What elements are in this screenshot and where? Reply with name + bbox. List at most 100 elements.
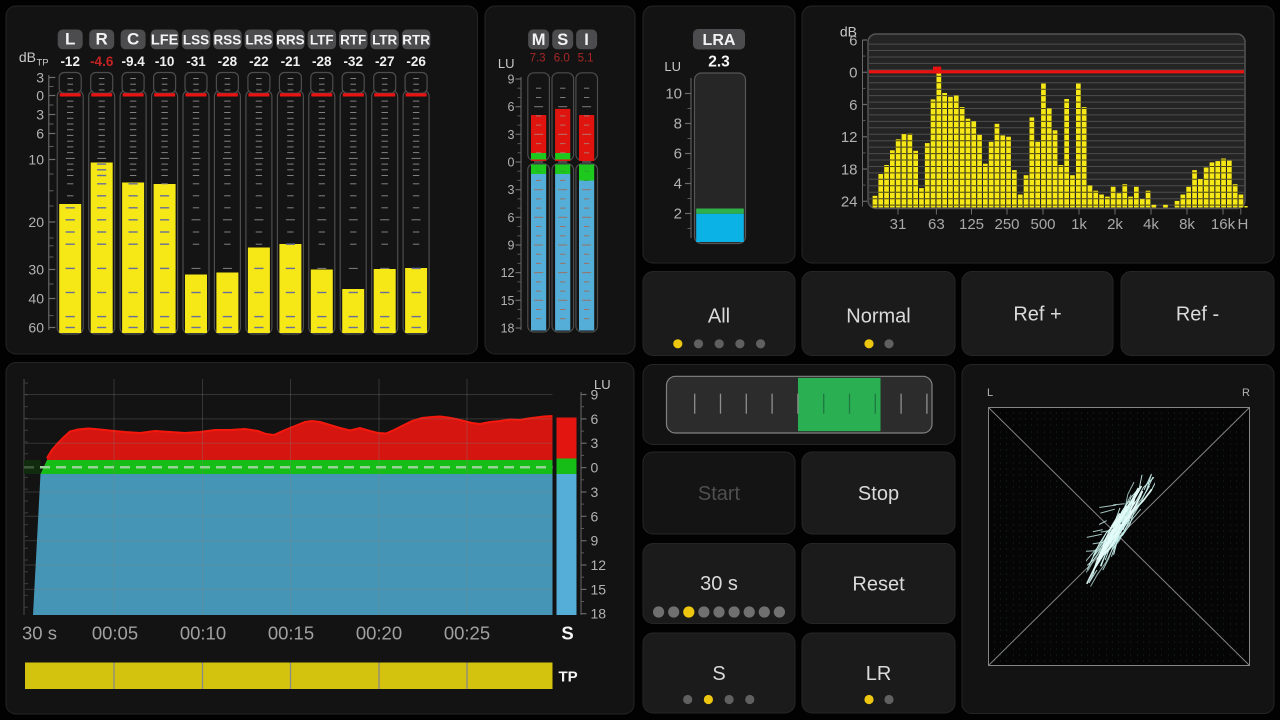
svg-text:dB: dB xyxy=(19,49,36,65)
svg-text:6: 6 xyxy=(508,211,515,225)
svg-text:4k: 4k xyxy=(1143,216,1159,233)
svg-text:40: 40 xyxy=(28,291,44,307)
svg-text:LTF: LTF xyxy=(310,33,334,48)
svg-text:-26: -26 xyxy=(406,54,426,69)
svg-text:L: L xyxy=(65,30,75,49)
svg-text:1k: 1k xyxy=(1071,216,1087,233)
svg-text:8k: 8k xyxy=(1179,216,1195,233)
svg-text:Normal: Normal xyxy=(846,306,910,328)
svg-text:M: M xyxy=(532,31,546,49)
svg-text:L: L xyxy=(987,387,993,399)
svg-text:LSS: LSS xyxy=(183,33,209,48)
svg-text:RRS: RRS xyxy=(276,33,305,48)
svg-text:18: 18 xyxy=(591,606,607,622)
svg-text:30 s: 30 s xyxy=(22,623,57,644)
svg-text:-22: -22 xyxy=(249,54,269,69)
svg-text:0: 0 xyxy=(36,88,44,104)
svg-text:3: 3 xyxy=(508,183,515,197)
svg-text:6.0: 6.0 xyxy=(554,53,570,65)
svg-text:6: 6 xyxy=(849,97,857,114)
svg-text:All: All xyxy=(708,306,730,328)
svg-text:-28: -28 xyxy=(218,54,238,69)
svg-text:3: 3 xyxy=(591,435,599,451)
svg-text:63: 63 xyxy=(928,216,945,233)
svg-text:LU: LU xyxy=(594,377,611,392)
svg-text:0: 0 xyxy=(508,156,515,170)
svg-text:-9.4: -9.4 xyxy=(121,54,145,69)
svg-text:0: 0 xyxy=(591,460,599,476)
svg-text:16k: 16k xyxy=(1211,216,1236,233)
svg-text:6: 6 xyxy=(674,146,682,163)
svg-text:RTF: RTF xyxy=(340,33,366,48)
svg-text:LU: LU xyxy=(664,59,681,74)
svg-text:250: 250 xyxy=(994,216,1019,233)
svg-text:20: 20 xyxy=(28,214,44,230)
svg-text:500: 500 xyxy=(1030,216,1055,233)
svg-text:6: 6 xyxy=(591,508,599,524)
svg-text:30 s: 30 s xyxy=(700,573,738,595)
svg-text:Reset: Reset xyxy=(852,574,905,596)
svg-text:2: 2 xyxy=(674,206,682,223)
svg-text:-10: -10 xyxy=(155,54,175,69)
svg-text:2.3: 2.3 xyxy=(708,54,730,71)
svg-text:6: 6 xyxy=(849,32,857,49)
svg-text:Ref -: Ref - xyxy=(1176,304,1219,326)
svg-text:9: 9 xyxy=(591,387,599,403)
svg-text:Stop: Stop xyxy=(858,483,899,505)
svg-text:-21: -21 xyxy=(281,54,301,69)
svg-text:6: 6 xyxy=(508,100,515,114)
svg-text:0: 0 xyxy=(849,65,857,82)
svg-text:6: 6 xyxy=(36,126,44,142)
svg-text:12: 12 xyxy=(591,557,607,573)
svg-text:Start: Start xyxy=(698,483,741,505)
svg-text:9: 9 xyxy=(591,533,599,549)
svg-text:LRS: LRS xyxy=(245,33,272,48)
svg-text:R: R xyxy=(1242,387,1250,399)
svg-text:LU: LU xyxy=(498,56,515,71)
svg-text:-27: -27 xyxy=(375,54,395,69)
svg-text:-12: -12 xyxy=(60,54,80,69)
svg-text:60: 60 xyxy=(28,320,44,336)
svg-text:TP: TP xyxy=(559,669,578,686)
svg-text:TP: TP xyxy=(37,58,49,69)
svg-text:7.3: 7.3 xyxy=(530,53,546,65)
svg-text:S: S xyxy=(561,623,573,644)
svg-text:R: R xyxy=(96,30,108,49)
svg-text:00:15: 00:15 xyxy=(268,623,314,644)
svg-text:RTR: RTR xyxy=(402,33,430,48)
svg-text:3: 3 xyxy=(36,70,44,86)
svg-text:H: H xyxy=(1238,216,1249,233)
svg-text:00:20: 00:20 xyxy=(356,623,402,644)
svg-text:12: 12 xyxy=(841,129,858,146)
svg-text:S: S xyxy=(557,31,568,49)
svg-text:8: 8 xyxy=(674,116,682,133)
svg-text:-28: -28 xyxy=(312,54,332,69)
svg-text:18: 18 xyxy=(501,322,515,336)
svg-text:LFE: LFE xyxy=(151,33,179,49)
svg-text:-31: -31 xyxy=(186,54,206,69)
svg-text:LTR: LTR xyxy=(372,33,397,48)
svg-text:15: 15 xyxy=(591,581,607,597)
svg-text:-32: -32 xyxy=(343,54,363,69)
svg-text:9: 9 xyxy=(508,239,515,253)
svg-text:15: 15 xyxy=(501,294,515,308)
svg-text:LRA: LRA xyxy=(703,32,736,49)
svg-text:30: 30 xyxy=(28,262,44,278)
svg-text:125: 125 xyxy=(959,216,984,233)
svg-text:S: S xyxy=(712,663,725,685)
svg-text:dB: dB xyxy=(840,24,857,40)
svg-text:4: 4 xyxy=(674,176,682,193)
svg-text:-4.6: -4.6 xyxy=(90,54,114,69)
svg-text:31: 31 xyxy=(890,216,907,233)
svg-text:3: 3 xyxy=(36,107,44,123)
svg-text:9: 9 xyxy=(508,73,515,87)
svg-text:3: 3 xyxy=(591,484,599,500)
svg-text:10: 10 xyxy=(28,152,44,168)
svg-text:I: I xyxy=(584,31,589,49)
svg-text:10: 10 xyxy=(665,86,682,103)
svg-text:24: 24 xyxy=(841,194,858,211)
svg-text:C: C xyxy=(127,30,139,49)
svg-text:12: 12 xyxy=(501,266,515,280)
svg-text:6: 6 xyxy=(591,411,599,427)
svg-text:00:25: 00:25 xyxy=(444,623,490,644)
